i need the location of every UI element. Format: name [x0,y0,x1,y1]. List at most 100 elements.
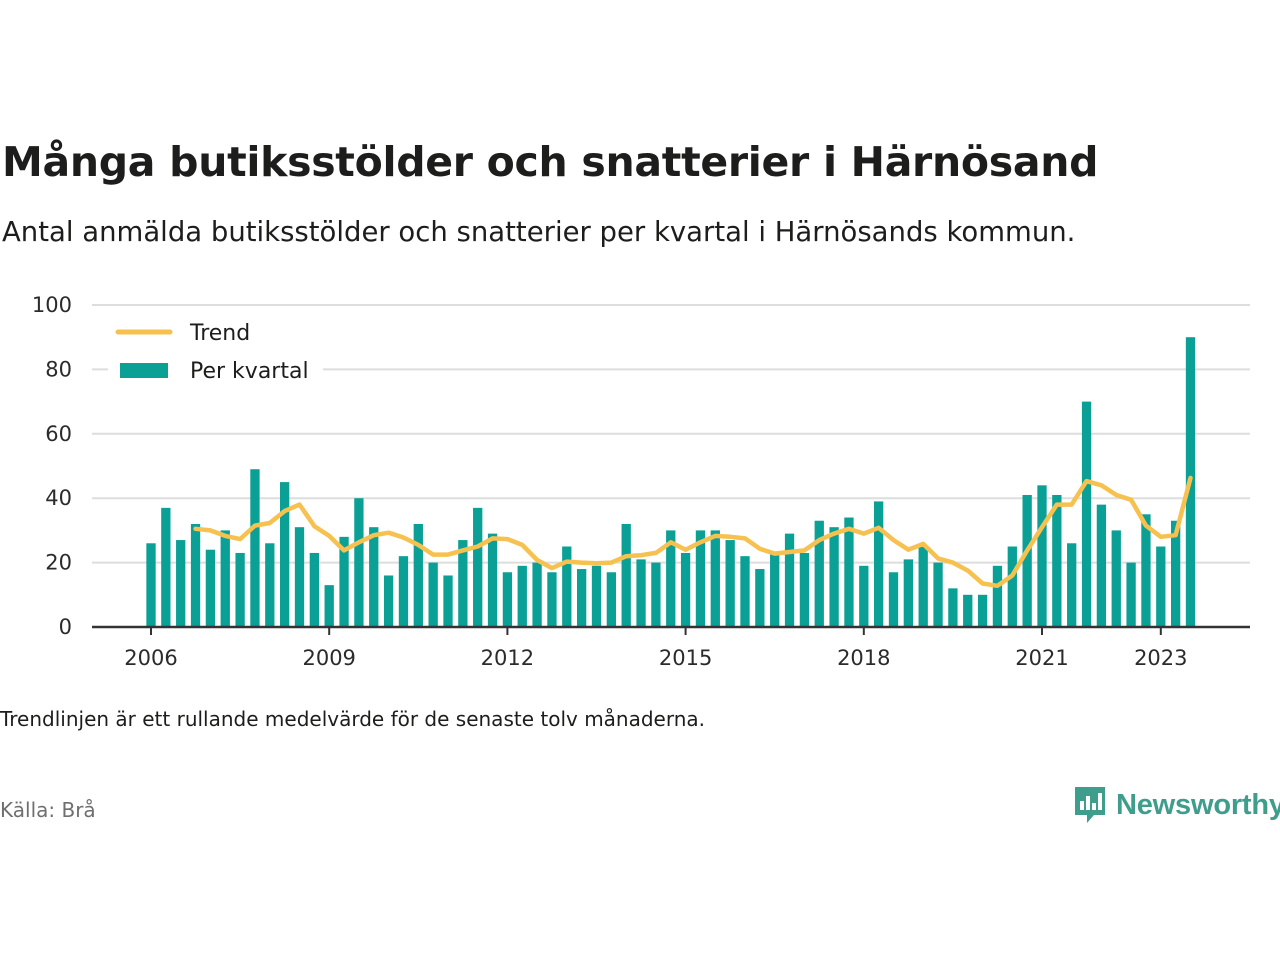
bar [577,569,587,627]
x-tick-label: 2015 [659,646,712,670]
bar [859,565,869,627]
bar [784,533,795,627]
bar [473,507,483,627]
bar [532,562,542,627]
bar [829,527,839,627]
legend-bar-swatch [120,363,168,378]
bar [413,523,423,627]
bar [1007,546,1017,627]
bar [651,562,661,627]
bar [235,552,245,627]
bar [755,569,765,627]
x-tick-label: 2009 [302,646,355,670]
bar [161,507,171,627]
bar [398,556,409,627]
bar [918,546,928,627]
bar [190,523,201,627]
bar [339,536,349,627]
bar [383,575,394,627]
bar [1126,562,1136,627]
bar [487,533,498,627]
x-axis: 2006 2009 2012 2015 2018 2021 2023 [92,625,1250,670]
bar [992,565,1003,627]
brand-name: Newsworthy [1116,788,1280,821]
x-tick-label: 2023 [1134,646,1187,670]
bar [146,543,156,627]
bar [770,552,780,627]
bar [725,540,735,627]
bar [740,556,750,627]
bar [250,469,260,627]
bar [517,565,527,627]
legend: Trend Per kvartal [108,310,323,390]
chart-source: Källa: Brå [0,798,96,822]
bar [547,572,557,627]
bar [220,530,230,627]
bar [1022,494,1032,627]
trend-line [193,475,1193,589]
bar [1156,546,1166,627]
bar [176,540,186,627]
bar [1081,401,1092,627]
bar [621,523,631,627]
bar [844,517,854,627]
bar [1067,543,1077,627]
y-tick-label: 80 [45,357,72,381]
bar [1096,504,1107,627]
bar [666,530,676,627]
x-tick-label: 2018 [837,646,890,670]
bar [1141,514,1151,627]
bar [443,575,453,627]
bar [428,562,438,627]
bar-series-per-kvartal [146,337,1196,627]
chart-note: Trendlinjen är ett rullande medelvärde f… [0,707,706,731]
bar [369,527,379,627]
bar [458,540,468,627]
x-tick-label: 2012 [481,646,534,670]
bar [933,562,943,627]
bar [636,559,646,627]
bar [680,552,691,627]
x-tick-label: 2006 [124,646,177,670]
bar [948,588,958,627]
bar [1111,530,1121,627]
newsworthy-logo-icon [1075,787,1105,823]
bar [814,520,824,627]
bar [977,594,988,627]
chart-subtitle: Antal anmälda butiksstölder och snatteri… [2,216,1076,248]
x-tick-label: 2021 [1015,646,1068,670]
y-axis: 0 20 40 60 80 100 [32,293,72,639]
bar [1171,520,1181,627]
bar [324,585,334,627]
bar [265,543,275,627]
bar [502,572,513,627]
bar [562,546,572,627]
bar [1052,494,1062,627]
bar [963,594,973,627]
y-tick-label: 40 [45,486,72,510]
chart: 2006 2009 2012 2015 2018 2021 2023 0 20 40 60 80 10… [32,293,1250,670]
bar [309,552,319,627]
bar [280,482,290,627]
legend-bar-label: Per kvartal [190,359,309,384]
line-series-trend [193,475,1193,589]
bar [354,498,364,627]
legend-trend-label: Trend [189,321,250,346]
chart-title: Många butiksstölder och snatterier i Här… [2,138,1099,186]
bar [903,559,913,627]
y-tick-label: 100 [32,293,72,317]
y-tick-label: 20 [45,551,72,575]
y-tick-label: 60 [45,422,72,446]
bar [205,549,216,627]
bar [1037,485,1047,627]
y-tick-label: 0 [59,615,72,639]
newsworthy-logo[interactable]: Newsworthy [1072,784,1280,826]
bar [888,572,899,627]
bar [710,530,720,627]
bar [606,572,616,627]
bar [591,565,602,627]
bar [799,552,810,627]
bar [874,501,884,627]
bar [695,530,706,627]
bar [294,527,305,627]
